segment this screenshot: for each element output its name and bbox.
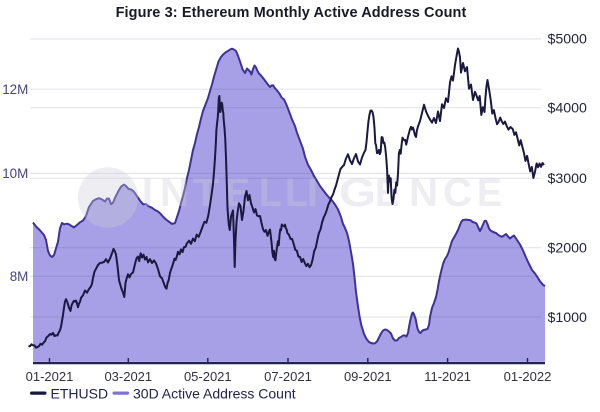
svg-text:ETHUSD: ETHUSD [51, 385, 109, 401]
svg-text:07-2021: 07-2021 [264, 369, 312, 384]
svg-text:12M: 12M [2, 82, 28, 97]
svg-text:01-2021: 01-2021 [26, 369, 74, 384]
svg-text:$1000: $1000 [548, 310, 588, 326]
svg-text:E: E [477, 171, 502, 215]
svg-text:$4000: $4000 [548, 101, 588, 117]
svg-text:$2000: $2000 [548, 240, 588, 256]
svg-text:30D Active Address Count: 30D Active Address Count [133, 385, 296, 401]
svg-text:01-2022: 01-2022 [504, 369, 552, 384]
svg-text:L: L [259, 171, 282, 215]
svg-text:G: G [339, 171, 376, 215]
svg-text:I: I [142, 171, 153, 215]
svg-text:I: I [307, 171, 318, 215]
svg-text:C: C [443, 171, 472, 215]
svg-text:L: L [285, 171, 308, 215]
svg-text:10M: 10M [2, 166, 28, 181]
svg-text:$5000: $5000 [548, 32, 588, 48]
svg-text:$3000: $3000 [548, 171, 588, 187]
svg-text:03-2021: 03-2021 [104, 369, 152, 384]
svg-text:09-2021: 09-2021 [344, 369, 392, 384]
svg-text:05-2021: 05-2021 [184, 369, 232, 384]
svg-text:T: T [193, 171, 219, 215]
svg-text:N: N [160, 171, 189, 215]
svg-text:11-2021: 11-2021 [424, 369, 471, 384]
svg-text:N: N [409, 171, 438, 215]
svg-text:8M: 8M [10, 269, 29, 284]
